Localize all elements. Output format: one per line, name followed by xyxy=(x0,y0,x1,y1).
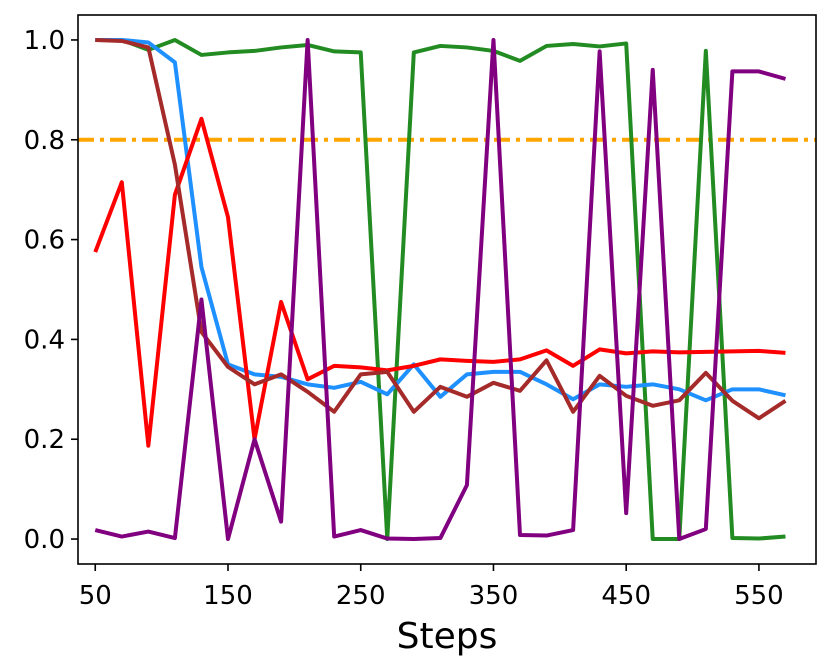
series-line-green xyxy=(95,37,786,542)
y-tick-label: 0.4 xyxy=(24,325,65,355)
series-line-purple xyxy=(94,37,787,542)
plot-area xyxy=(78,37,816,542)
y-tick-label: 0.0 xyxy=(24,525,65,555)
y-tick-label: 0.8 xyxy=(24,126,65,156)
x-tick-label: 350 xyxy=(469,581,519,611)
plot-frame xyxy=(77,14,817,565)
series-line-brown xyxy=(95,37,787,421)
y-tick-label: 0.2 xyxy=(24,425,65,455)
x-tick-label: 150 xyxy=(203,581,253,611)
x-tick-label: 550 xyxy=(734,581,784,611)
x-axis-title: Steps xyxy=(397,616,498,657)
x-tick-label: 250 xyxy=(336,581,386,611)
y-axis: 0.0 0.2 0.4 0.6 0.8 1.0 xyxy=(24,26,78,555)
x-tick-label: 450 xyxy=(601,581,651,611)
series-line-blue xyxy=(95,37,786,403)
x-axis: 50 150 250 350 450 550 xyxy=(79,564,784,611)
y-tick-label: 1.0 xyxy=(24,26,65,56)
y-tick-label: 0.6 xyxy=(24,226,65,256)
x-tick-label: 50 xyxy=(79,581,112,611)
